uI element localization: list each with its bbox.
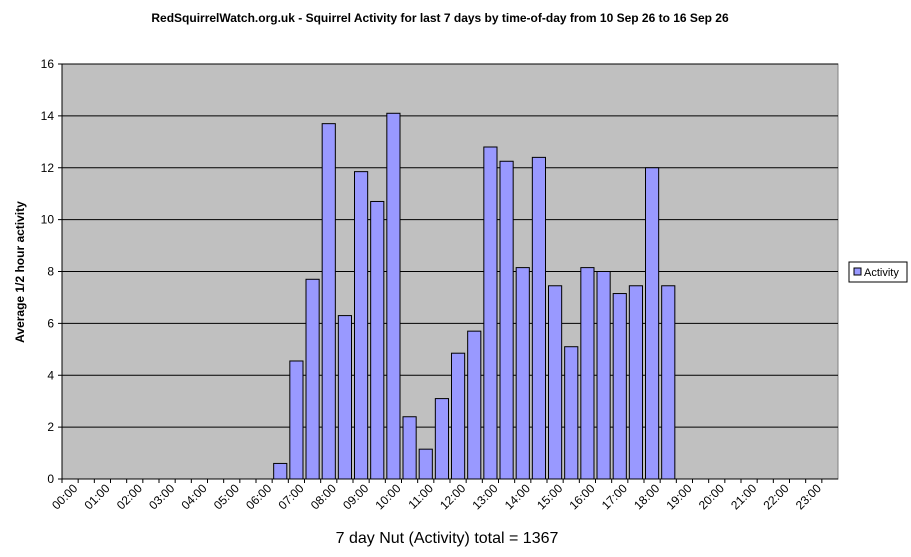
bar xyxy=(354,171,369,480)
x-tick-label: 07:00 xyxy=(275,481,306,512)
bar xyxy=(580,267,595,480)
x-tick-label: 10:00 xyxy=(372,481,403,512)
x-tick-label: 13:00 xyxy=(469,481,500,512)
bar xyxy=(418,448,433,480)
x-tick-label: 20:00 xyxy=(696,481,727,512)
bar xyxy=(402,416,417,480)
bar xyxy=(628,285,643,480)
y-tick-label: 14 xyxy=(41,109,55,123)
x-tick-label: 19:00 xyxy=(663,481,694,512)
legend-label: Activity xyxy=(864,267,899,279)
bar xyxy=(483,146,498,480)
x-tick-label: 09:00 xyxy=(340,481,371,512)
bar xyxy=(370,200,385,480)
x-tick-label: 08:00 xyxy=(308,481,339,512)
x-tick-label: 01:00 xyxy=(81,481,112,512)
x-tick-label: 21:00 xyxy=(728,481,759,512)
bar xyxy=(499,160,514,480)
bar xyxy=(337,315,353,480)
chart-title: RedSquirrelWatch.org.uk - Squirrel Activ… xyxy=(151,11,729,25)
y-axis-title: Average 1/2 hour activity xyxy=(13,201,27,343)
x-tick-label: 02:00 xyxy=(114,481,145,512)
bar xyxy=(564,346,579,480)
bar xyxy=(645,167,660,480)
y-tick-label: 4 xyxy=(47,368,54,382)
x-tick-label: 16:00 xyxy=(566,481,597,512)
x-axis-title: 7 day Nut (Activity) total = 1367 xyxy=(336,530,559,547)
x-tick-label: 12:00 xyxy=(437,481,468,512)
y-tick-label: 2 xyxy=(47,420,54,434)
bar xyxy=(321,123,336,480)
x-tick-label: 22:00 xyxy=(760,481,791,512)
bar xyxy=(531,156,546,480)
x-tick-label: 17:00 xyxy=(599,481,630,512)
y-tick-label: 12 xyxy=(41,161,55,175)
y-tick-label: 0 xyxy=(47,472,54,486)
x-tick-label: 18:00 xyxy=(631,481,662,512)
x-tick-label: 23:00 xyxy=(793,481,824,512)
bar xyxy=(386,112,401,480)
bar xyxy=(289,360,304,480)
bar xyxy=(273,462,288,480)
x-tick-label: 06:00 xyxy=(243,481,274,512)
x-tick-label: 05:00 xyxy=(211,481,242,512)
y-tick-label: 10 xyxy=(41,213,55,227)
legend-swatch xyxy=(853,267,862,276)
bar xyxy=(515,267,530,480)
bar xyxy=(612,293,627,480)
y-tick-label: 16 xyxy=(41,57,55,71)
bar xyxy=(467,330,482,480)
bar xyxy=(305,278,320,480)
y-tick-label: 8 xyxy=(47,265,54,279)
x-tick-label: 04:00 xyxy=(178,481,209,512)
x-tick-label: 15:00 xyxy=(534,481,565,512)
bar xyxy=(451,352,466,480)
bar xyxy=(548,285,563,480)
bar xyxy=(661,285,676,480)
y-tick-label: 6 xyxy=(47,316,54,330)
legend-box xyxy=(848,261,908,283)
x-tick-label: 03:00 xyxy=(146,481,177,512)
bar xyxy=(596,271,611,480)
bar xyxy=(434,398,450,480)
x-tick-label: 14:00 xyxy=(502,481,533,512)
x-tick-label: 11:00 xyxy=(405,481,436,512)
